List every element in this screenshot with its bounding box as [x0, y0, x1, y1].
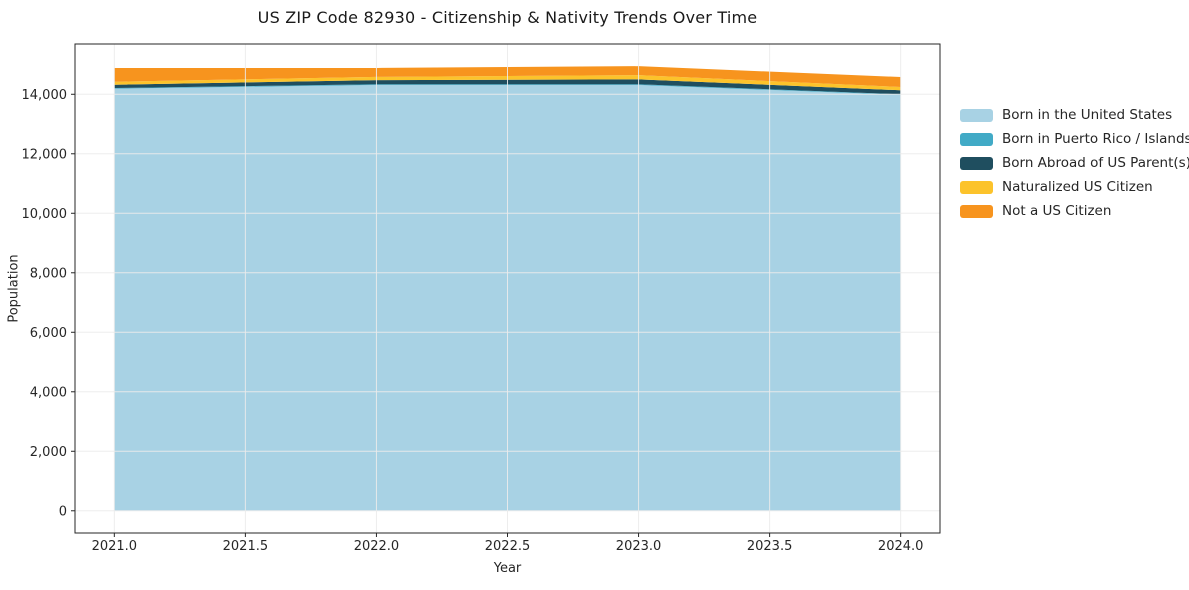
area-born-in-puerto-rico-islands	[114, 84, 901, 95]
x-axis-label: Year	[493, 561, 522, 576]
x-tick-label: 2022.0	[354, 539, 400, 554]
legend-item-born-in-puerto-rico-islands: Born in Puerto Rico / Islands	[960, 127, 1189, 151]
legend-swatch-icon	[960, 156, 993, 170]
legend-swatch-icon	[960, 204, 993, 218]
legend-label: Born in Puerto Rico / Islands	[1002, 131, 1189, 147]
x-tick-label: 2023.0	[616, 539, 662, 554]
y-tick-label: 0	[59, 504, 67, 519]
y-tick-label: 4,000	[30, 385, 67, 400]
legend-label: Born Abroad of US Parent(s)	[1002, 155, 1189, 171]
x-tick-label: 2024.0	[878, 539, 924, 554]
legend-swatch-icon	[960, 132, 993, 146]
x-tick-label: 2023.5	[747, 539, 793, 554]
legend-item-born-abroad-of-us-parent-s: Born Abroad of US Parent(s)	[960, 151, 1189, 175]
x-tick-label: 2021.5	[223, 539, 269, 554]
y-axis-label: Population	[6, 254, 22, 323]
legend-item-not-a-us-citizen: Not a US Citizen	[960, 199, 1189, 223]
legend-item-naturalized-us-citizen: Naturalized US Citizen	[960, 175, 1189, 199]
y-tick-label: 10,000	[22, 207, 68, 222]
y-tick-label: 8,000	[30, 266, 67, 281]
legend-label: Not a US Citizen	[1002, 203, 1112, 219]
x-tick-label: 2022.5	[485, 539, 531, 554]
legend-label: Naturalized US Citizen	[1002, 179, 1153, 195]
y-tick-label: 6,000	[30, 326, 67, 341]
area-born-abroad-of-us-parent-s	[114, 79, 901, 95]
y-tick-label: 14,000	[22, 88, 68, 103]
y-tick-label: 12,000	[22, 147, 68, 162]
x-tick-label: 2021.0	[92, 539, 138, 554]
chart-title: US ZIP Code 82930 - Citizenship & Nativi…	[257, 8, 758, 27]
legend-swatch-icon	[960, 108, 993, 122]
area-naturalized-us-citizen	[114, 75, 901, 91]
legend-swatch-icon	[960, 180, 993, 194]
area-not-a-us-citizen	[114, 66, 901, 87]
legend-item-born-in-the-united-states: Born in the United States	[960, 103, 1189, 127]
y-tick-label: 2,000	[30, 445, 67, 460]
legend-label: Born in the United States	[1002, 107, 1173, 123]
legend: Born in the United States Born in Puerto …	[960, 103, 1189, 223]
